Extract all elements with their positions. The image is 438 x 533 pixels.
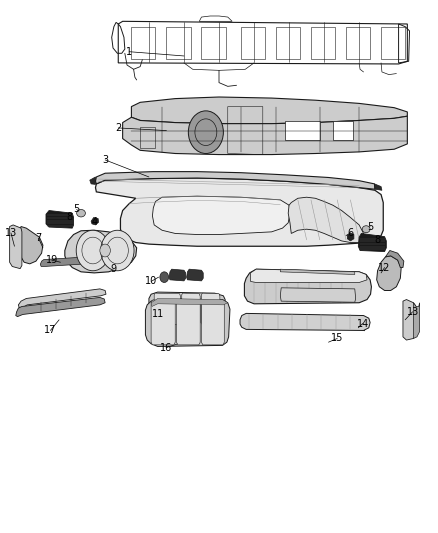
- Polygon shape: [358, 233, 386, 252]
- Text: 12: 12: [378, 263, 391, 272]
- Bar: [166, 27, 191, 59]
- Polygon shape: [385, 251, 404, 268]
- Text: 8: 8: [66, 213, 72, 222]
- Polygon shape: [18, 289, 106, 308]
- Polygon shape: [187, 269, 203, 281]
- Polygon shape: [151, 298, 228, 306]
- Text: 13: 13: [406, 307, 419, 317]
- Polygon shape: [95, 178, 383, 246]
- Polygon shape: [201, 300, 224, 345]
- Circle shape: [101, 230, 134, 271]
- Polygon shape: [20, 227, 43, 264]
- Text: 4: 4: [91, 217, 97, 227]
- Text: 1: 1: [126, 47, 132, 56]
- Polygon shape: [244, 269, 371, 304]
- Text: 17: 17: [44, 326, 57, 335]
- Polygon shape: [177, 300, 200, 345]
- Polygon shape: [149, 292, 225, 326]
- Circle shape: [100, 244, 110, 257]
- Polygon shape: [201, 293, 220, 325]
- Text: 8: 8: [374, 235, 381, 245]
- Text: 10: 10: [145, 277, 157, 286]
- Bar: [311, 27, 335, 59]
- Ellipse shape: [77, 209, 85, 217]
- Polygon shape: [95, 172, 375, 189]
- Polygon shape: [152, 196, 290, 235]
- Circle shape: [160, 272, 169, 282]
- Polygon shape: [154, 293, 180, 325]
- Text: 2: 2: [115, 123, 121, 133]
- Polygon shape: [151, 300, 175, 345]
- Text: 14: 14: [357, 319, 369, 328]
- Polygon shape: [403, 300, 416, 340]
- Text: 5: 5: [74, 205, 80, 214]
- Circle shape: [188, 111, 223, 154]
- Text: 19: 19: [46, 255, 58, 265]
- Polygon shape: [90, 177, 95, 184]
- Polygon shape: [40, 257, 90, 266]
- Polygon shape: [91, 217, 99, 225]
- Text: 6: 6: [347, 228, 353, 238]
- Polygon shape: [280, 288, 356, 302]
- Polygon shape: [46, 211, 74, 228]
- Circle shape: [76, 230, 110, 271]
- Bar: [333, 121, 353, 140]
- Text: 13: 13: [5, 228, 17, 238]
- Polygon shape: [251, 269, 367, 282]
- Bar: [346, 27, 370, 59]
- Polygon shape: [347, 233, 354, 241]
- Bar: [285, 121, 320, 140]
- Text: 7: 7: [35, 233, 42, 243]
- Bar: [131, 27, 155, 59]
- Polygon shape: [288, 197, 364, 243]
- Ellipse shape: [362, 226, 370, 232]
- Bar: [201, 27, 226, 59]
- Polygon shape: [280, 269, 355, 274]
- Bar: [241, 27, 265, 59]
- Polygon shape: [65, 230, 137, 273]
- Text: 5: 5: [367, 222, 373, 231]
- Text: 16: 16: [160, 343, 173, 352]
- Polygon shape: [145, 298, 230, 346]
- Polygon shape: [240, 313, 370, 330]
- Text: 3: 3: [102, 155, 108, 165]
- Text: 15: 15: [331, 334, 343, 343]
- Polygon shape: [374, 184, 382, 190]
- Bar: [140, 127, 155, 148]
- Bar: [276, 27, 300, 59]
- Polygon shape: [16, 297, 105, 317]
- Polygon shape: [413, 303, 420, 338]
- Polygon shape: [182, 293, 200, 325]
- Text: 9: 9: [110, 264, 116, 274]
- Polygon shape: [377, 256, 401, 290]
- Text: 11: 11: [152, 310, 165, 319]
- Polygon shape: [123, 116, 407, 155]
- Polygon shape: [10, 225, 22, 269]
- Polygon shape: [131, 97, 407, 124]
- Bar: [381, 27, 405, 59]
- Polygon shape: [169, 269, 186, 281]
